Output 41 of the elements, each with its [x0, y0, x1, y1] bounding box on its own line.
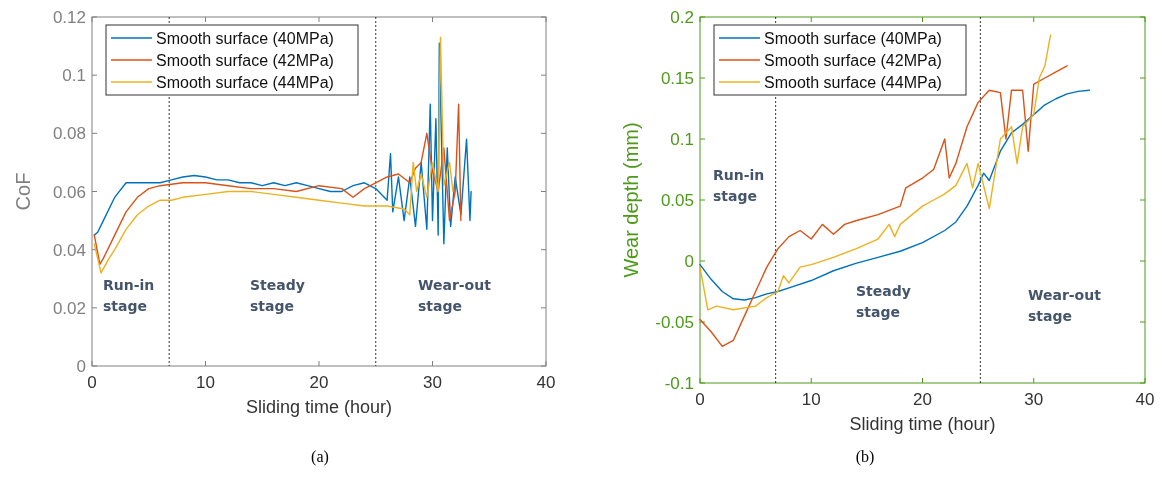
- y-tick-label: 0.06: [52, 182, 86, 202]
- legend-label: Smooth surface (42MPa): [156, 52, 334, 69]
- x-tick-label: 30: [1024, 390, 1044, 409]
- y-tick-label: 0.1: [670, 130, 694, 149]
- x-axis-title: Sliding time (hour): [245, 397, 393, 417]
- annotation: Run-in stage: [713, 167, 765, 204]
- text: (b): [855, 448, 875, 466]
- y-tick-label: 0.2: [670, 8, 694, 27]
- text: (a): [311, 448, 329, 466]
- y-tick-label: 0.15: [660, 69, 694, 88]
- x-tick-label: 10: [196, 373, 215, 392]
- x-tick-label: 30: [423, 373, 442, 392]
- y-tick-label: 0: [76, 357, 86, 376]
- legend-label: Smooth surface (40MPa): [764, 30, 942, 47]
- x-tick-label: 20: [913, 390, 932, 409]
- y-tick-label: 0.02: [52, 298, 86, 318]
- y-tick-label: -0.05: [655, 313, 694, 332]
- y-axis-title: CoF: [12, 172, 34, 211]
- x-tick-label: 40: [536, 373, 556, 392]
- legend-label: Smooth surface (42MPa): [764, 52, 942, 69]
- annotation: Wear-out stage: [1028, 287, 1102, 324]
- line-series: [93, 103, 462, 265]
- legend-label: Smooth surface (44MPa): [156, 74, 334, 91]
- y-tick-label: -0.1: [664, 374, 694, 393]
- y-tick-label: 0.04: [52, 240, 86, 260]
- y-tick-label: 0.1: [62, 66, 86, 86]
- annotation: Steady stage: [250, 277, 305, 314]
- y-axis-title: Wear depth (mm): [620, 122, 642, 278]
- x-tick-label: 40: [1135, 390, 1155, 409]
- legend-label: Smooth surface (40MPa): [156, 30, 334, 47]
- x-tick-label: 10: [801, 390, 821, 409]
- y-tick-label: 0.05: [660, 191, 694, 210]
- annotation: Steady stage: [856, 283, 911, 320]
- x-tick-label: 20: [309, 373, 329, 392]
- y-tick-label: 0.12: [52, 8, 86, 27]
- legend-label: Smooth surface (44MPa): [764, 74, 942, 91]
- x-axis-title: Sliding time (hour): [849, 414, 996, 434]
- annotation: Run-in stage: [103, 277, 155, 314]
- y-tick-label: 0.08: [52, 124, 86, 144]
- annotation: Wear-out stage: [418, 277, 492, 314]
- y-tick-label: 0: [684, 252, 694, 271]
